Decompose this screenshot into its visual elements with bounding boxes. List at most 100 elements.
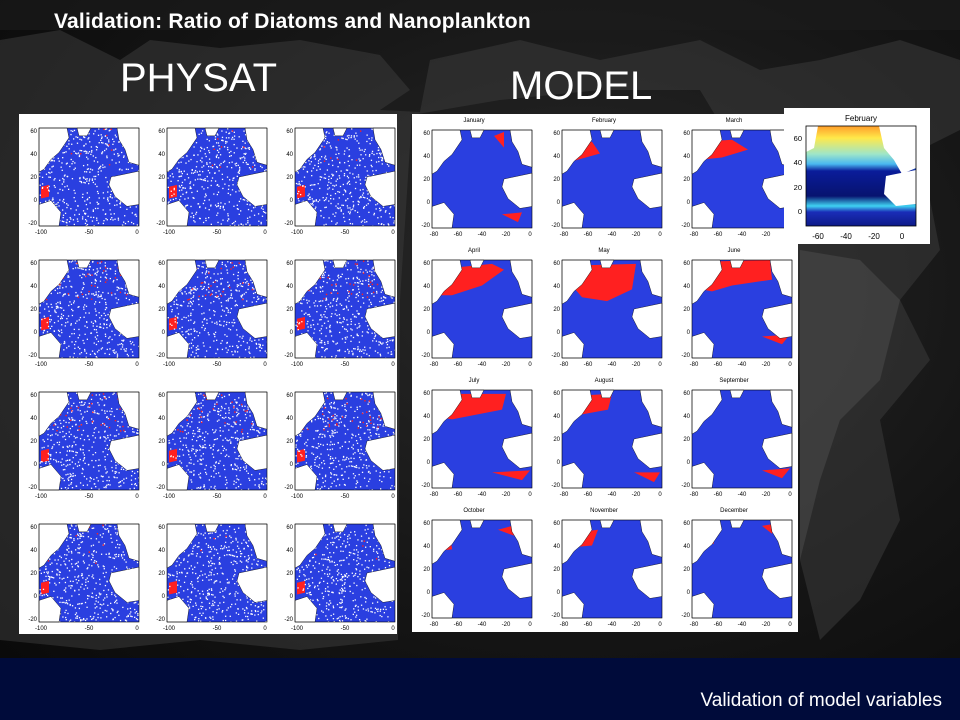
model-xtick: -20 <box>632 622 641 628</box>
physat-xtick: -100 <box>163 230 176 236</box>
model-map-april: April 60 40 20 0 -20 -80 -60 -40 -20 0 <box>416 248 532 368</box>
physat-xtick: -50 <box>341 626 350 632</box>
physat-ytick: 0 <box>290 330 294 336</box>
model-xtick: -20 <box>632 492 641 498</box>
model-xtick: -80 <box>560 232 569 238</box>
model-xtick: -80 <box>690 232 699 238</box>
inset-ytick: 60 <box>794 134 802 143</box>
physat-xtick: -100 <box>163 626 176 632</box>
physat-ytick: 60 <box>158 525 165 531</box>
physat-xtick: -100 <box>35 362 48 368</box>
model-xtick: 0 <box>528 622 532 628</box>
inset-ytick: 0 <box>798 207 802 216</box>
model-ytick: 0 <box>557 330 561 336</box>
model-ytick: 0 <box>427 460 431 466</box>
model-map-title: May <box>598 248 610 254</box>
physat-ytick: 20 <box>30 439 37 445</box>
physat-xtick: 0 <box>135 626 139 632</box>
model-map-title: June <box>727 248 741 254</box>
physat-ytick: 20 <box>158 439 165 445</box>
model-xtick: 0 <box>528 492 532 498</box>
model-xtick: -80 <box>430 492 439 498</box>
model-xtick: -20 <box>502 362 511 368</box>
model-ytick: -20 <box>421 353 430 359</box>
model-ytick: 60 <box>423 131 430 137</box>
physat-ytick: -20 <box>28 485 37 491</box>
model-ytick: 0 <box>557 460 561 466</box>
physat-xtick: -50 <box>341 494 350 500</box>
model-xtick: -60 <box>714 492 723 498</box>
model-xtick: -20 <box>502 232 511 238</box>
physat-ytick: 20 <box>286 175 293 181</box>
physat-ytick: 0 <box>162 198 166 204</box>
model-ytick: 40 <box>423 154 430 160</box>
model-xtick: -20 <box>762 362 771 368</box>
model-map-title: January <box>463 118 485 124</box>
model-xtick: -80 <box>690 622 699 628</box>
physat-xtick: -100 <box>291 626 304 632</box>
model-xtick: -80 <box>690 492 699 498</box>
model-ytick: 0 <box>427 330 431 336</box>
model-map-may: May 60 40 20 0 -20 -80 -60 -40 -20 0 <box>546 248 662 368</box>
physat-ytick: 60 <box>30 261 37 267</box>
model-map-december: December 60 40 20 0 -20 -80 -60 -40 -20 0 <box>676 508 792 628</box>
physat-ytick: 40 <box>30 548 37 554</box>
physat-ytick: 40 <box>158 284 165 290</box>
physat-ytick: -20 <box>284 353 293 359</box>
physat-ytick: 60 <box>286 261 293 267</box>
physat-label: PHYSAT <box>120 56 278 100</box>
model-ytick: 60 <box>423 261 430 267</box>
physat-xtick: 0 <box>135 230 139 236</box>
model-xtick: -40 <box>738 492 747 498</box>
model-xtick: -40 <box>478 362 487 368</box>
physat-xtick: -100 <box>291 230 304 236</box>
physat-ytick: -20 <box>156 353 165 359</box>
physat-ytick: 0 <box>290 198 294 204</box>
model-xtick: -40 <box>478 232 487 238</box>
model-ytick: 20 <box>683 437 690 443</box>
model-xtick: -80 <box>430 362 439 368</box>
physat-ytick: 40 <box>158 152 165 158</box>
physat-xtick: -100 <box>35 230 48 236</box>
physat-xtick: 0 <box>135 494 139 500</box>
physat-ytick: -20 <box>156 485 165 491</box>
physat-xtick: -50 <box>85 230 94 236</box>
physat-ytick: 40 <box>158 416 165 422</box>
physat-ytick: 40 <box>30 284 37 290</box>
inset-ytick: 20 <box>794 183 802 192</box>
model-map-title: September <box>719 378 749 384</box>
physat-map: 60 40 20 0 -20 -100 -50 0 <box>23 254 141 372</box>
model-ytick: -20 <box>551 613 560 619</box>
model-ytick: -20 <box>681 613 690 619</box>
model-map-january: January 60 40 20 0 -20 -80 -60 -40 -20 0 <box>416 118 532 238</box>
model-xtick: 0 <box>658 622 662 628</box>
model-xtick: -60 <box>454 362 463 368</box>
model-map-november: November 60 40 20 0 -20 -80 -60 -40 -20 0 <box>546 508 662 628</box>
inset-february-map: February 60 40 20 0 -60 -40 -20 0 <box>794 114 917 241</box>
model-ytick: -20 <box>551 353 560 359</box>
physat-xtick: 0 <box>263 494 267 500</box>
model-xtick: -60 <box>714 362 723 368</box>
model-ytick: 40 <box>423 544 430 550</box>
physat-xtick: 0 <box>135 362 139 368</box>
model-ytick: 40 <box>553 544 560 550</box>
physat-ytick: 0 <box>162 330 166 336</box>
inset-xtick: -40 <box>840 232 852 241</box>
model-xtick: -20 <box>502 492 511 498</box>
model-ytick: 20 <box>423 177 430 183</box>
physat-ytick: 40 <box>30 416 37 422</box>
model-xtick: 0 <box>528 232 532 238</box>
physat-ytick: 60 <box>158 261 165 267</box>
physat-ytick: -20 <box>156 617 165 623</box>
physat-ytick: 40 <box>30 152 37 158</box>
model-ytick: -20 <box>681 483 690 489</box>
physat-ytick: 60 <box>158 129 165 135</box>
model-ytick: 60 <box>553 521 560 527</box>
model-label: MODEL <box>510 64 653 108</box>
physat-ytick: 20 <box>158 175 165 181</box>
model-xtick: -60 <box>714 232 723 238</box>
physat-ytick: 20 <box>286 439 293 445</box>
model-ytick: 20 <box>553 307 560 313</box>
physat-ytick: 40 <box>158 548 165 554</box>
model-ytick: 60 <box>423 521 430 527</box>
